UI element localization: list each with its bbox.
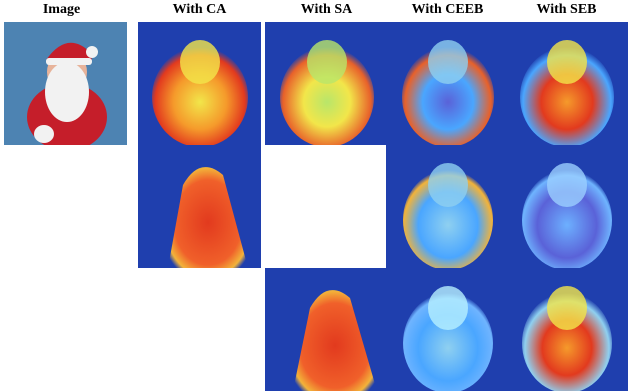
heatmap-ceeb-row1 <box>386 22 509 145</box>
santa-photo <box>4 22 127 145</box>
heatmap-seb-row1 <box>505 22 628 145</box>
header-with-ceeb: With CEEB <box>411 2 484 17</box>
empty-cell-sa-row2 <box>265 145 388 268</box>
heatmap-ca-row2 <box>138 145 261 268</box>
heatmap-ceeb-row3 <box>386 268 509 391</box>
heatmap-seb-row2 <box>505 145 628 268</box>
heatmap-ceeb-row2 <box>386 145 509 268</box>
heatmap-sa-row3 <box>265 268 388 391</box>
header-with-ca: With CA <box>172 2 227 17</box>
heatmap-seb-row3 <box>505 268 628 391</box>
header-with-seb: With SEB <box>536 2 597 17</box>
header-image: Image <box>42 2 81 17</box>
header-with-sa: With SA <box>300 2 353 17</box>
heatmap-ca-row1 <box>138 22 261 145</box>
heatmap-sa-row1 <box>265 22 388 145</box>
